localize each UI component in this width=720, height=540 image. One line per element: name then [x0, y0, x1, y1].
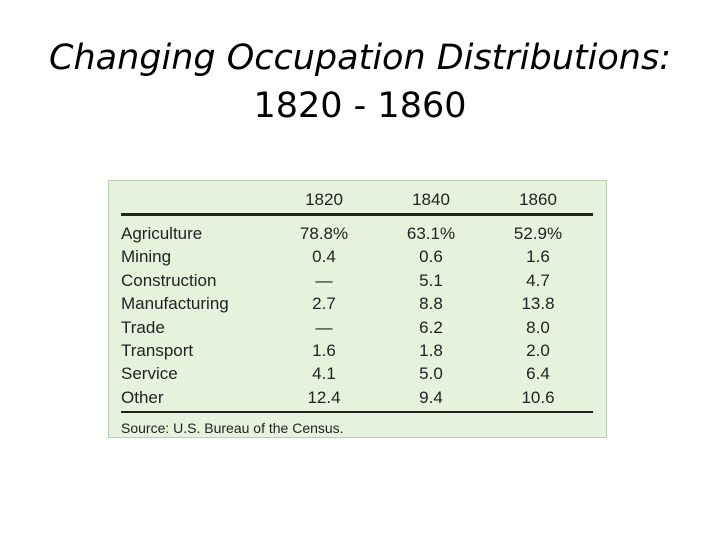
row-label: Agriculture [121, 224, 203, 243]
table-cell: 52.9% [513, 224, 563, 243]
table-cell: 8.8 [419, 294, 443, 314]
table-cell: 4.1 [312, 364, 336, 384]
table-cell: 1.6 [526, 247, 550, 267]
slide-subtitle: 1820 - 1860 [253, 86, 467, 126]
table-cell: 6.4 [526, 364, 550, 384]
table-cell: 4.7 [526, 270, 550, 290]
table-cell: — [315, 317, 333, 337]
table-cell: 6.2 [419, 317, 443, 337]
table-cell: 5.1 [419, 270, 443, 290]
table-cell: 63.1% [406, 224, 456, 243]
column-header: 1860 [519, 190, 557, 209]
slide-title: Changing Occupation Distributions: [49, 38, 671, 78]
column-header: 1820 [305, 190, 343, 209]
row-label: Construction [121, 270, 217, 290]
footer-rule [121, 411, 593, 413]
table-cell: 8.0 [526, 317, 550, 337]
row-label: Service [121, 364, 178, 384]
table-cell: 12.4 [307, 387, 341, 407]
table-cell: 9.4 [419, 387, 443, 407]
table-cell: — [315, 270, 333, 290]
table-cell: 2.7 [312, 294, 336, 314]
table-cell: 2.0 [526, 341, 550, 360]
source-note: Source: U.S. Bureau of the Census. [121, 420, 344, 436]
row-label: Mining [121, 247, 172, 267]
table-cell: 10.6 [521, 387, 555, 407]
table-cell: 0.4 [312, 247, 336, 267]
table-cell: 1.6 [312, 341, 336, 360]
table-panel: 1820 1840 1860 Agriculture 78.8% 63.1% 52.9% Mi… [108, 180, 607, 438]
table-cell: 78.8% [299, 224, 349, 243]
row-label: Manufacturing [121, 294, 229, 314]
column-header: 1840 [412, 190, 450, 209]
table-cell: 5.0 [419, 364, 443, 384]
table-cell: 1.8 [419, 341, 443, 360]
table-cell: 0.6 [419, 247, 443, 267]
table-cell: 13.8 [521, 294, 555, 314]
row-label: Other [121, 387, 164, 407]
row-label: Trade [121, 317, 165, 337]
row-label: Transport [121, 341, 194, 360]
header-rule [121, 213, 593, 216]
